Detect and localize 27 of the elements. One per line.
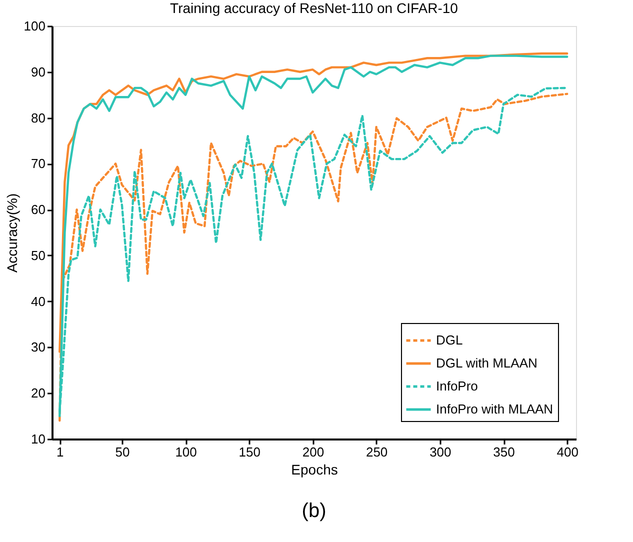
x-axis-title: Epochs xyxy=(291,462,338,478)
y-tick-label: 80 xyxy=(31,110,46,126)
y-tick-label: 90 xyxy=(31,64,46,80)
x-tick-label: 250 xyxy=(366,444,388,460)
y-axis-title: Accuracy(%) xyxy=(4,193,20,273)
legend-label: InfoPro with MLAAN xyxy=(436,402,554,416)
legend-label: InfoPro xyxy=(436,378,478,394)
legend-label: DGL with MLAAN xyxy=(436,356,538,370)
y-tick-label: 50 xyxy=(31,248,46,263)
x-tick-label: 50 xyxy=(115,444,130,460)
y-tick-label: 60 xyxy=(31,202,46,218)
x-tick-label: 200 xyxy=(302,444,324,460)
chart-title: Training accuracy of ResNet-110 on CIFAR-10 xyxy=(170,0,458,16)
legend-label: DGL xyxy=(436,332,463,348)
y-tick-label: 40 xyxy=(31,294,46,309)
x-tick-label: 350 xyxy=(493,444,515,460)
y-tick-label: 10 xyxy=(31,432,46,446)
y-tick-label: 30 xyxy=(31,340,46,355)
y-tick-label: 70 xyxy=(31,156,46,172)
y-tick-label: 100 xyxy=(24,18,46,34)
y-tick-label: 20 xyxy=(31,386,46,401)
x-tick-label: 1 xyxy=(56,444,64,460)
text: (b) xyxy=(302,500,326,522)
x-tick-label: 100 xyxy=(175,444,197,460)
x-tick-label: 300 xyxy=(430,444,452,460)
x-tick-label: 400 xyxy=(556,444,578,460)
x-tick-label: 150 xyxy=(238,444,260,460)
